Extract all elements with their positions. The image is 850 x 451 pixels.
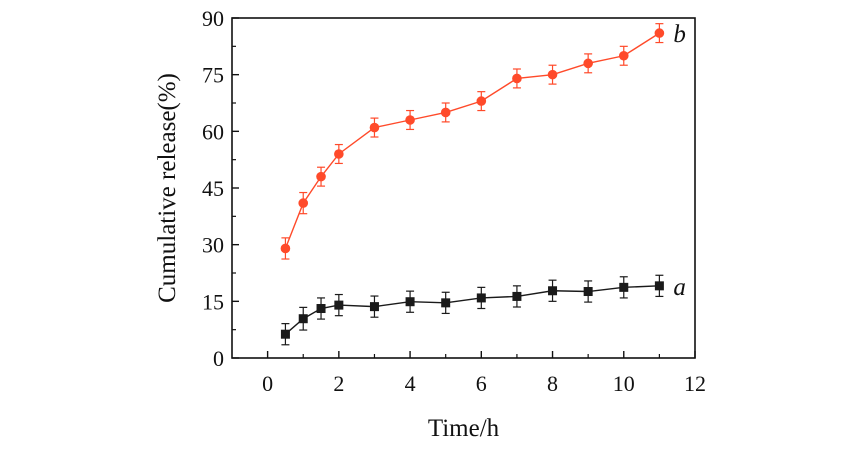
x-tick-label: 6 [476,371,487,396]
y-tick-label: 0 [213,346,224,371]
data-point [583,58,593,69]
x-tick-label: 4 [405,371,416,396]
x-tick-label: 12 [684,371,706,396]
series-label-a: a [673,274,686,301]
y-tick-label: 75 [202,63,224,88]
series-label-b: b [673,21,686,48]
x-axis-title: Time/h [428,415,500,442]
data-point [440,107,451,118]
data-point [441,298,451,308]
data-point [512,73,522,84]
y-tick-label: 90 [202,6,224,31]
data-point [369,122,380,133]
plot-area: 0 2 4 6 8 10 12 0 15 30 45 60 75 90 a b [202,6,706,396]
series-b: b [280,21,686,260]
data-point [405,297,415,307]
x-tick-label: 2 [333,371,344,396]
data-point [334,300,344,310]
data-point [547,69,558,80]
data-point [654,28,665,38]
data-point [316,171,326,182]
data-point [280,329,290,339]
data-point [298,198,309,208]
data-point [583,287,593,297]
series-a: a [280,274,686,346]
data-point [548,286,558,296]
data-point [654,281,664,291]
series-a-line [284,285,660,335]
data-point [280,243,291,254]
data-point [334,149,344,159]
x-tick-label: 10 [613,371,635,396]
y-tick-label: 30 [202,233,224,258]
data-point [618,50,629,61]
series-b-line [284,32,660,249]
y-tick-label: 45 [202,176,224,201]
data-point [619,282,629,292]
data-point [476,293,486,303]
data-point [298,314,308,324]
y-tick-label: 60 [202,119,224,144]
data-point [316,304,326,314]
x-tick-label: 0 [262,371,273,396]
y-tick-label: 15 [202,289,224,314]
x-tick-label: 8 [547,371,558,396]
data-point [369,302,379,312]
data-point [476,96,487,106]
y-axis-title: Cumulative release(%) [154,73,181,303]
data-point [405,115,415,125]
data-point [512,291,522,301]
